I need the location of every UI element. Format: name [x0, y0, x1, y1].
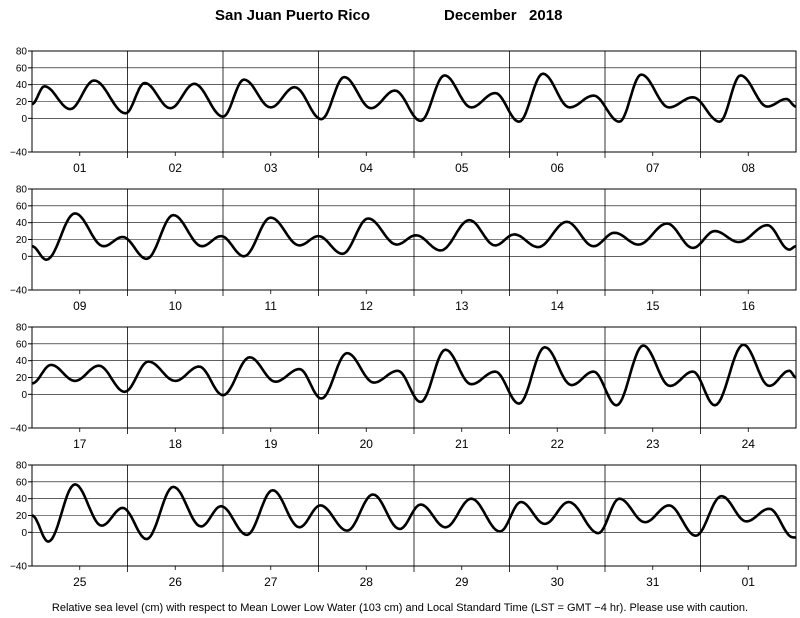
y-tick-label: 20: [16, 373, 28, 384]
y-tick-label: 0: [21, 528, 27, 539]
y-tick-label: −40: [10, 562, 27, 573]
day-label: 03: [264, 161, 278, 175]
day-label: 17: [73, 437, 87, 451]
y-tick-label: 80: [16, 461, 28, 472]
y-tick-label: 40: [16, 494, 28, 505]
day-label: 16: [742, 299, 756, 313]
y-tick-label: 0: [21, 114, 27, 125]
y-tick-label: 20: [16, 511, 28, 522]
y-tick-label: 60: [16, 339, 28, 350]
tide-curve: [31, 343, 797, 407]
y-tick-label: 80: [16, 323, 28, 334]
y-tick-label: 80: [16, 185, 28, 196]
day-label: 18: [169, 437, 183, 451]
day-label: 23: [646, 437, 660, 451]
day-label: 31: [646, 575, 660, 589]
tide-curve: [31, 483, 798, 543]
y-tick-label: 60: [16, 63, 28, 74]
day-label: 15: [646, 299, 660, 313]
y-tick-label: 80: [16, 47, 28, 58]
day-label: 11: [265, 299, 278, 313]
day-label: 21: [455, 437, 469, 451]
day-label: 26: [169, 575, 183, 589]
y-tick-label: −40: [10, 424, 27, 435]
day-label: 08: [742, 161, 756, 175]
day-label: 12: [360, 299, 374, 313]
tide-curve: [31, 212, 797, 261]
day-label: 30: [551, 575, 565, 589]
y-tick-label: 40: [16, 80, 28, 91]
day-label: 06: [551, 161, 565, 175]
y-tick-label: 0: [21, 390, 27, 401]
y-tick-label: −40: [10, 148, 27, 159]
day-label: 22: [551, 437, 565, 451]
day-label: 10: [169, 299, 183, 313]
y-tick-label: 40: [16, 218, 28, 229]
day-label: 27: [264, 575, 278, 589]
y-tick-label: 60: [16, 201, 28, 212]
day-label: 01: [73, 161, 87, 175]
chart-title-location: San Juan Puerto Rico: [215, 7, 371, 24]
tide-chart: 80 60 40 20 0 −40 01 02 03 04 05 06 07 08 80 60 40 20 0 −40…: [10, 47, 798, 589]
day-label: 19: [264, 437, 278, 451]
day-label: 20: [360, 437, 374, 451]
y-tick-label: −40: [10, 286, 27, 297]
tide-curve: [31, 72, 797, 123]
y-tick-label: 60: [16, 477, 28, 488]
day-label: 24: [742, 437, 756, 451]
day-label: 25: [73, 575, 87, 589]
day-label: 28: [360, 575, 374, 589]
y-tick-label: 40: [16, 356, 28, 367]
y-tick-label: 20: [16, 235, 28, 246]
y-tick-label: 20: [16, 97, 28, 108]
chart-title-month: December 2018: [444, 7, 563, 24]
day-label: 14: [551, 299, 565, 313]
day-label: 02: [169, 161, 183, 175]
day-label: 09: [73, 299, 87, 313]
day-label: 04: [360, 161, 374, 175]
chart-title: San Juan Puerto Rico December 2018: [0, 3, 800, 27]
y-tick-label: 0: [21, 252, 27, 263]
day-label: 07: [646, 161, 660, 175]
day-label: 01: [742, 575, 756, 589]
chart-footnote: Relative sea level (cm) with respect to …: [51, 602, 749, 614]
day-label: 29: [455, 575, 469, 589]
day-label: 05: [455, 161, 469, 175]
day-label: 13: [455, 299, 469, 313]
